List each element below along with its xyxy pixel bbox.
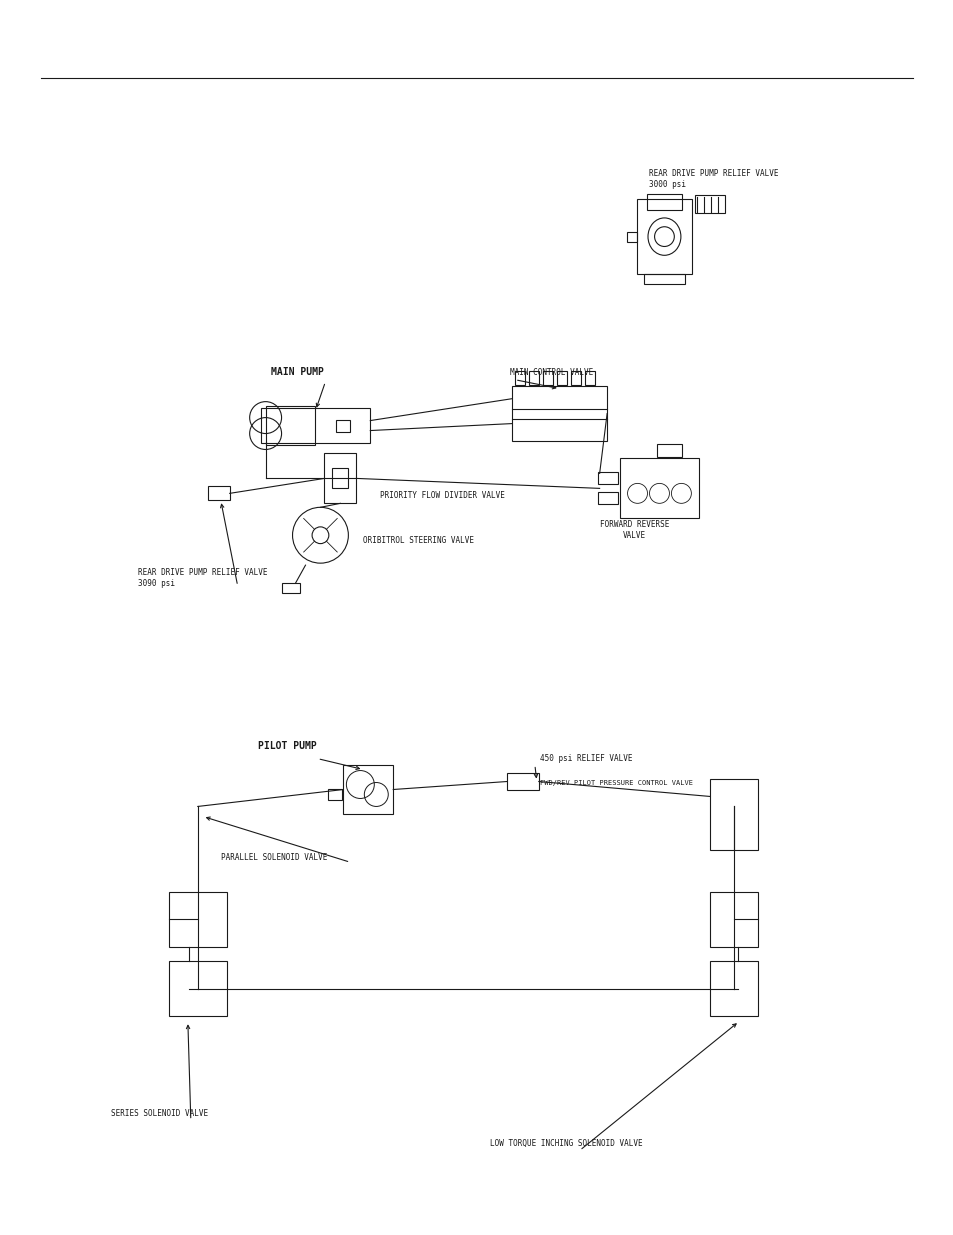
Bar: [626, 232, 637, 242]
Bar: [512, 387, 606, 441]
Text: REAR DRIVE PUMP RELIEF VALVE
3090 psi: REAR DRIVE PUMP RELIEF VALVE 3090 psi: [138, 568, 267, 588]
Bar: [515, 372, 525, 385]
Bar: [557, 372, 567, 385]
Text: MAIN CONTROL VALVE: MAIN CONTROL VALVE: [509, 368, 593, 377]
Text: MAIN PUMP: MAIN PUMP: [271, 367, 323, 377]
Text: ORIBITROL STEERING VALVE: ORIBITROL STEERING VALVE: [363, 536, 474, 545]
Bar: [571, 372, 580, 385]
Bar: [208, 487, 230, 500]
Bar: [710, 778, 758, 851]
Text: PILOT PUMP: PILOT PUMP: [257, 741, 316, 751]
Text: LOW TORQUE INCHING SOLENOID VALVE: LOW TORQUE INCHING SOLENOID VALVE: [490, 1139, 642, 1147]
Bar: [637, 199, 691, 274]
Bar: [618, 458, 699, 519]
Bar: [643, 274, 684, 284]
Bar: [597, 473, 617, 484]
Text: PARALLEL SOLENOID VALVE: PARALLEL SOLENOID VALVE: [220, 853, 327, 862]
Text: FWD/REV PILOT PRESSURE CONTROL VALVE: FWD/REV PILOT PRESSURE CONTROL VALVE: [539, 779, 692, 785]
Bar: [710, 892, 758, 946]
Bar: [169, 962, 227, 1016]
Bar: [584, 372, 595, 385]
Text: FORWARD REVERSE
VALVE: FORWARD REVERSE VALVE: [599, 520, 668, 540]
Bar: [281, 583, 299, 593]
Bar: [324, 453, 356, 504]
Bar: [646, 194, 681, 210]
Bar: [335, 420, 350, 431]
Text: SERIES SOLENOID VALVE: SERIES SOLENOID VALVE: [111, 1109, 208, 1118]
Bar: [597, 493, 617, 504]
Bar: [529, 372, 538, 385]
Text: REAR DRIVE PUMP RELIEF VALVE
3000 psi: REAR DRIVE PUMP RELIEF VALVE 3000 psi: [649, 169, 779, 189]
Bar: [506, 773, 538, 790]
Bar: [657, 443, 681, 457]
Bar: [694, 195, 724, 214]
Bar: [543, 372, 553, 385]
Text: 450 psi RELIEF VALVE: 450 psi RELIEF VALVE: [539, 753, 632, 762]
Bar: [710, 962, 758, 1016]
Bar: [343, 764, 393, 814]
Bar: [265, 406, 315, 445]
Bar: [169, 892, 227, 946]
Bar: [328, 788, 342, 800]
Bar: [260, 408, 370, 443]
Bar: [332, 468, 348, 488]
Text: PRIORITY FLOW DIVIDER VALVE: PRIORITY FLOW DIVIDER VALVE: [380, 490, 505, 500]
